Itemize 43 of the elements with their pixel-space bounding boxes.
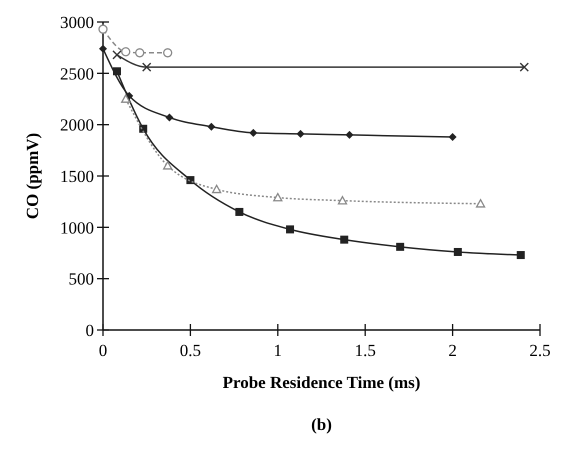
y-tick-label: 0 bbox=[86, 320, 94, 340]
y-tick-label: 2500 bbox=[60, 64, 94, 84]
y-tick-label: 1500 bbox=[60, 166, 94, 186]
y-axis-title: CO (ppmV) bbox=[23, 132, 42, 220]
point bbox=[520, 62, 529, 72]
y-tick-label: 3000 bbox=[60, 12, 94, 32]
point bbox=[98, 24, 108, 34]
point bbox=[163, 48, 172, 58]
point bbox=[142, 62, 152, 72]
point bbox=[135, 48, 144, 58]
point bbox=[235, 208, 244, 216]
x-tick-label: 1 bbox=[274, 341, 282, 360]
point bbox=[476, 199, 486, 208]
point bbox=[212, 184, 222, 194]
point bbox=[112, 50, 122, 60]
x-tick-label: 2.5 bbox=[529, 341, 551, 360]
point bbox=[296, 130, 305, 138]
x-tick-label: 1.5 bbox=[354, 341, 376, 360]
x-axis-title: Probe Residence Time (ms) bbox=[222, 373, 420, 392]
point bbox=[345, 130, 354, 139]
point bbox=[163, 161, 172, 170]
y-tick-label: 1000 bbox=[60, 218, 94, 238]
point bbox=[396, 242, 404, 251]
point bbox=[273, 192, 282, 202]
text: (b) bbox=[311, 415, 332, 434]
point bbox=[165, 113, 174, 122]
y-tick-label: 500 bbox=[68, 270, 94, 289]
point bbox=[516, 251, 525, 260]
x-tick-label: 2 bbox=[448, 341, 457, 360]
point bbox=[121, 47, 130, 56]
y-tick-label: 2000 bbox=[60, 116, 94, 135]
point bbox=[207, 122, 216, 131]
point bbox=[454, 248, 462, 256]
point bbox=[249, 128, 258, 137]
point bbox=[340, 236, 348, 244]
point bbox=[121, 94, 130, 103]
point bbox=[338, 196, 348, 204]
point bbox=[286, 225, 294, 234]
x-tick-label: 0 bbox=[98, 341, 108, 360]
point bbox=[448, 132, 457, 141]
point bbox=[186, 176, 194, 184]
point bbox=[99, 44, 107, 53]
x-tick-label: 0.5 bbox=[180, 341, 202, 360]
